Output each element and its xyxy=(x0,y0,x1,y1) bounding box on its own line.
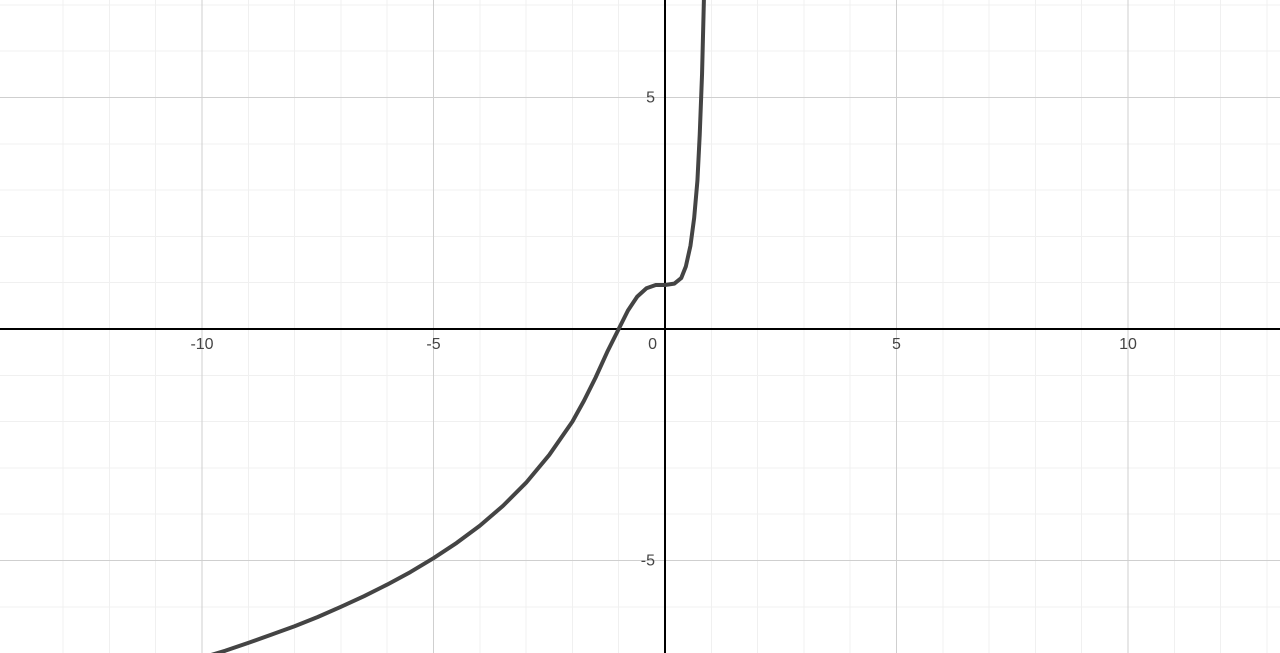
x-tick-label: -5 xyxy=(426,336,440,353)
x-tick-label: 0 xyxy=(648,336,657,353)
x-tick-label: -10 xyxy=(190,336,213,353)
y-tick-label: 5 xyxy=(646,90,655,107)
graph-plot[interactable]: -10 -5 0 5 10 5 -5 xyxy=(0,0,1280,653)
x-tick-label: 10 xyxy=(1119,336,1137,353)
y-tick-label: -5 xyxy=(641,553,655,570)
x-tick-label: 5 xyxy=(892,336,901,353)
function-curve xyxy=(202,0,704,653)
chart-svg: -10 -5 0 5 10 5 -5 xyxy=(0,0,1280,653)
